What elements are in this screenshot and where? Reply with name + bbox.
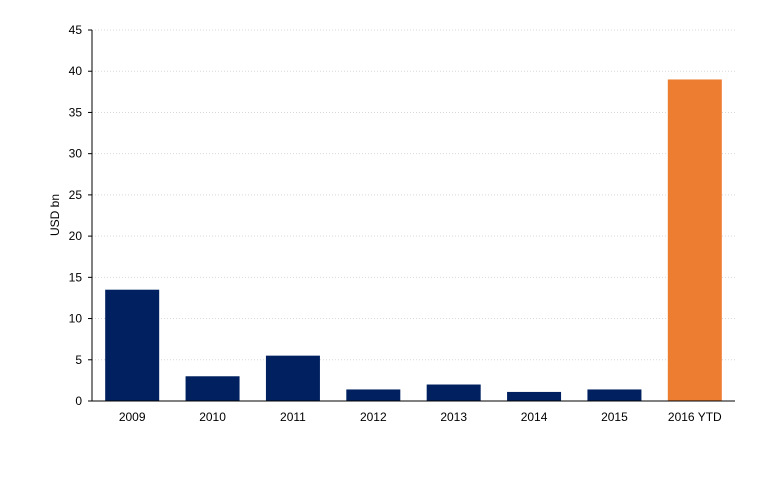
- bar-2016-ytd: [667, 79, 722, 401]
- x-tick-label: 2011: [280, 410, 306, 424]
- gridlines: [92, 29, 735, 361]
- axes: [91, 30, 735, 402]
- bar-2014: [507, 391, 562, 401]
- y-tick-label: 10: [69, 312, 83, 326]
- y-tick-label: 30: [69, 147, 83, 161]
- y-tick-label: 15: [69, 270, 83, 284]
- y-tick-label: 35: [69, 105, 83, 119]
- x-tick-labels: 2009 2010 2011 2012 2013 2014 2015 2016 YTD: [119, 410, 722, 424]
- x-tick-label: 2013: [440, 410, 467, 424]
- bars: [105, 79, 722, 401]
- x-tick-label: 2014: [521, 410, 548, 424]
- x-tick-label: 2012: [360, 410, 387, 424]
- bar-2012: [346, 389, 401, 401]
- x-tick-label: 2015: [601, 410, 628, 424]
- y-axis-title: USD bn: [48, 194, 62, 236]
- bar-2013: [426, 384, 481, 401]
- y-tick-label: 5: [75, 353, 82, 367]
- y-tick-label: 40: [69, 64, 83, 78]
- y-tick-label: 25: [69, 188, 83, 202]
- bar-2010: [185, 376, 240, 401]
- y-tick-label: 20: [69, 229, 83, 243]
- x-tick-label: 2010: [199, 410, 226, 424]
- bar-2015: [587, 389, 642, 401]
- x-tick-label: 2009: [119, 410, 146, 424]
- y-tick-label: 45: [69, 23, 83, 37]
- bar-2009: [105, 289, 160, 401]
- bar-2011: [265, 355, 320, 401]
- x-tick-label: 2016 YTD: [668, 410, 722, 424]
- y-tick-label: 0: [75, 394, 82, 408]
- y-tick-labels: 0 5 10 15 20 25 30 35 40 45: [69, 23, 92, 408]
